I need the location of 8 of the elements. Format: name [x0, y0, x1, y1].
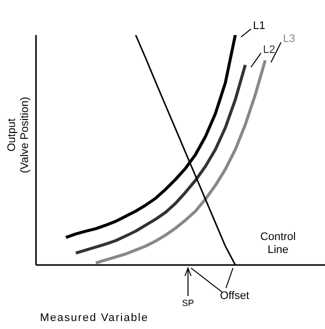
text: Offset [220, 290, 250, 303]
legend-label: L1 [253, 20, 266, 33]
series-label: L2 [263, 44, 276, 58]
x-axis-title: Measured Variable [40, 312, 149, 325]
text: Control Line [259, 231, 297, 258]
text: SP [182, 297, 194, 310]
y-axis-title: Output (Valve Position) [6, 96, 32, 176]
text: L3 [283, 33, 296, 46]
